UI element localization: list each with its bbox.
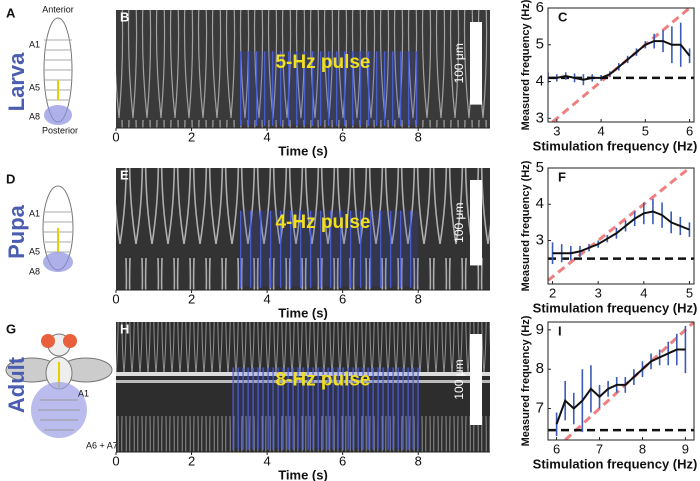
y-tick-label: 4 bbox=[536, 195, 544, 212]
x-tick-label: 6 bbox=[553, 441, 560, 456]
panel-letter: G bbox=[6, 321, 16, 336]
x-axis-label: Stimulation frequency (Hz) bbox=[533, 456, 698, 471]
chart-title: C bbox=[558, 9, 568, 24]
chart-title: I bbox=[558, 323, 562, 338]
x-tick-label: 3 bbox=[595, 285, 602, 300]
panel-letter: H bbox=[120, 321, 129, 336]
x-tick-label: 6 bbox=[686, 123, 693, 138]
x-tick-label: 8 bbox=[639, 441, 646, 456]
mean-line bbox=[548, 40, 691, 81]
y-tick-label: 5 bbox=[536, 159, 544, 176]
y-tick-label: 3 bbox=[536, 231, 544, 248]
y-tick-label: 9 bbox=[536, 321, 544, 338]
x-tick-label: 6 bbox=[339, 291, 346, 306]
scale-bar-label: 100 μm bbox=[452, 359, 466, 399]
chart-title: F bbox=[558, 169, 566, 184]
kymograph-image bbox=[116, 10, 490, 128]
x-tick-label: 2 bbox=[188, 129, 195, 144]
pulse-label: 5-Hz pulse bbox=[275, 52, 370, 73]
anatomy-label: Posterior bbox=[42, 125, 78, 135]
x-tick-label: 6 bbox=[339, 453, 346, 468]
adult-drawing bbox=[5, 333, 113, 438]
anatomy-label: A5 bbox=[29, 246, 40, 256]
x-tick-label: 2 bbox=[188, 291, 195, 306]
x-tick-label: 0 bbox=[112, 129, 119, 144]
mean-line bbox=[555, 348, 686, 425]
x-tick-label: 2 bbox=[188, 453, 195, 468]
x-tick-label: 5 bbox=[642, 123, 649, 138]
identity-line bbox=[564, 322, 694, 440]
axes-frame bbox=[547, 321, 695, 441]
kymograph-image bbox=[116, 168, 490, 290]
y-axis-label: Measured frequency (Hz) bbox=[520, 0, 532, 130]
scale-bar-label: 100 μm bbox=[452, 203, 466, 243]
x-tick-label: 8 bbox=[415, 453, 422, 468]
y-axis-label: Measured frequency (Hz) bbox=[520, 315, 532, 446]
axes-frame bbox=[547, 7, 695, 123]
mean-line bbox=[552, 210, 690, 255]
x-tick-label: 7 bbox=[596, 441, 603, 456]
x-tick-label: 4 bbox=[597, 123, 604, 138]
axes-frame bbox=[547, 167, 695, 285]
x-tick-label: 0 bbox=[112, 291, 119, 306]
anatomy-label: Anterior bbox=[42, 4, 74, 14]
plot-area bbox=[548, 8, 694, 122]
x-tick-label: 4 bbox=[263, 291, 270, 306]
y-tick-label: 8 bbox=[536, 360, 544, 377]
y-axis-label: Measured frequency (Hz) bbox=[520, 160, 532, 291]
stage-label: Adult bbox=[4, 356, 29, 413]
x-tick-label: 5 bbox=[686, 285, 693, 300]
scale-bar-label: 100 μm bbox=[452, 43, 466, 83]
anatomy-label: A6 + A7 bbox=[86, 440, 118, 450]
identity-line bbox=[548, 168, 691, 282]
panel-letter: A bbox=[6, 5, 16, 20]
anatomy-label: A8 bbox=[29, 266, 40, 276]
scale-bar bbox=[470, 22, 482, 105]
x-tick-label: 0 bbox=[112, 453, 119, 468]
x-tick-label: 9 bbox=[682, 441, 689, 456]
stage-label: Larva bbox=[4, 52, 29, 111]
x-axis-label: Time (s) bbox=[278, 143, 328, 158]
x-axis-label: Time (s) bbox=[278, 305, 328, 320]
panel-letter: B bbox=[120, 9, 129, 24]
stage-label: Pupa bbox=[4, 204, 29, 259]
y-tick-label: 3 bbox=[536, 109, 544, 126]
x-tick-label: 8 bbox=[415, 291, 422, 306]
anatomy-label: A1 bbox=[78, 388, 89, 398]
scale-bar bbox=[470, 180, 482, 266]
anatomy-label: A8 bbox=[29, 111, 40, 121]
y-tick-label: 4 bbox=[536, 73, 544, 90]
anatomy-label: A5 bbox=[29, 82, 40, 92]
pupa-drawing bbox=[42, 185, 74, 272]
x-tick-label: 4 bbox=[263, 453, 270, 468]
x-axis-label: Stimulation frequency (Hz) bbox=[533, 138, 698, 153]
pulse-label: 8-Hz pulse bbox=[275, 370, 370, 391]
x-axis-label: Stimulation frequency (Hz) bbox=[533, 300, 698, 315]
x-tick-label: 3 bbox=[553, 123, 560, 138]
x-tick-label: 4 bbox=[640, 285, 647, 300]
plot-area bbox=[548, 168, 694, 282]
x-axis-label: Time (s) bbox=[278, 467, 328, 481]
y-tick-label: 7 bbox=[536, 400, 544, 417]
pulse-window bbox=[240, 51, 419, 125]
pulse-label: 4-Hz pulse bbox=[275, 212, 370, 233]
x-tick-label: 6 bbox=[339, 129, 346, 144]
x-tick-label: 4 bbox=[263, 129, 270, 144]
anatomy-label: A1 bbox=[29, 208, 40, 218]
larva-drawing bbox=[43, 17, 73, 125]
panel-letter: D bbox=[6, 171, 15, 186]
panel-letter: E bbox=[120, 167, 129, 182]
x-tick-label: 2 bbox=[549, 285, 556, 300]
pulse-window bbox=[233, 367, 419, 449]
x-tick-label: 8 bbox=[415, 129, 422, 144]
y-tick-label: 5 bbox=[536, 36, 544, 53]
y-tick-label: 6 bbox=[536, 0, 544, 16]
identity-line bbox=[551, 8, 691, 122]
plot-area bbox=[548, 322, 694, 440]
scale-bar bbox=[470, 334, 482, 425]
anatomy-label: A1 bbox=[29, 39, 40, 49]
